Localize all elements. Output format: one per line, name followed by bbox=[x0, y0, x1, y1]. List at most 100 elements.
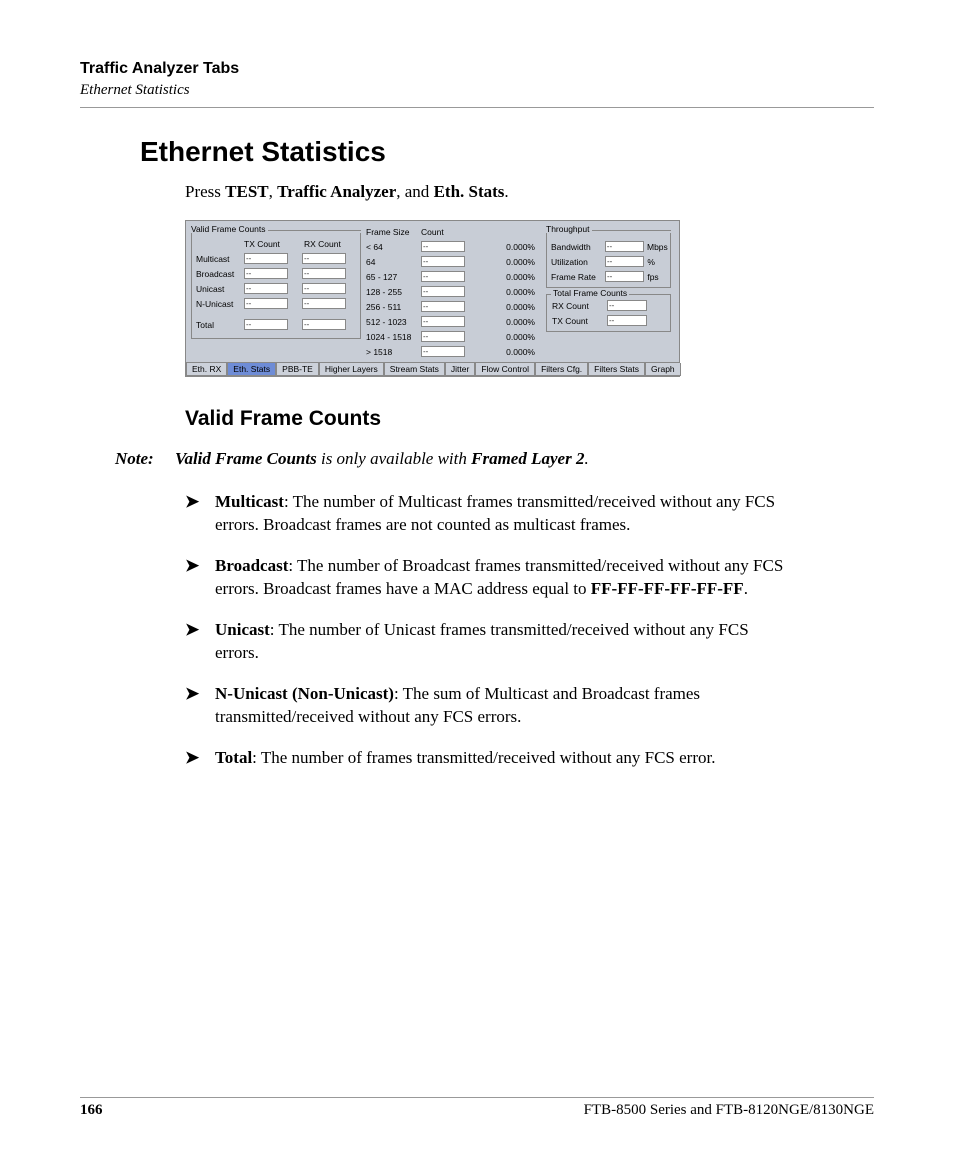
throughput-row: Utilization--% bbox=[551, 254, 666, 269]
frame-size-row: 64-- bbox=[366, 254, 491, 269]
tp-unit: Mbps bbox=[644, 242, 666, 252]
bullet-item: ➤Unicast: The number of Unicast frames t… bbox=[185, 619, 794, 665]
total-frame-title: Total Frame Counts bbox=[551, 288, 629, 298]
tab-higher-layers[interactable]: Higher Layers bbox=[319, 363, 384, 376]
vf-rx-field[interactable]: -- bbox=[302, 283, 346, 294]
bullet-item: ➤Broadcast: The number of Broadcast fram… bbox=[185, 555, 794, 601]
fs-field[interactable]: -- bbox=[421, 241, 465, 252]
tab-stream-stats[interactable]: Stream Stats bbox=[384, 363, 445, 376]
vf-label: Unicast bbox=[196, 284, 244, 294]
tx-header: TX Count bbox=[244, 239, 304, 249]
tp-label: Bandwidth bbox=[551, 242, 605, 252]
pct-row: 0.000% bbox=[496, 239, 543, 254]
note-b1: Valid Frame Counts bbox=[175, 449, 317, 468]
bullet-body: Multicast: The number of Multicast frame… bbox=[215, 491, 794, 537]
eth-stats-screenshot: Valid Frame Counts TX Count RX Count Mul… bbox=[185, 220, 680, 377]
intro-sep2: , and bbox=[396, 182, 433, 201]
vf-rx-field[interactable]: -- bbox=[302, 253, 346, 264]
main-heading: Ethernet Statistics bbox=[140, 136, 874, 168]
fs-label: 64 bbox=[366, 257, 421, 267]
vf-tx-field[interactable]: -- bbox=[244, 319, 288, 330]
pct-value: 0.000% bbox=[496, 242, 538, 252]
tp-unit: fps bbox=[644, 272, 666, 282]
fs-label: 65 - 127 bbox=[366, 272, 421, 282]
note-label: Note: bbox=[115, 449, 175, 469]
frame-size-row: 1024 - 1518-- bbox=[366, 329, 491, 344]
vf-rx-field[interactable]: -- bbox=[302, 268, 346, 279]
tp-label: Utilization bbox=[551, 257, 605, 267]
bullet-body: Broadcast: The number of Broadcast frame… bbox=[215, 555, 794, 601]
vf-tx-field[interactable]: -- bbox=[244, 253, 288, 264]
fs-field[interactable]: -- bbox=[421, 271, 465, 282]
vf-label: N-Unicast bbox=[196, 299, 244, 309]
valid-frame-panel: Valid Frame Counts TX Count RX Count Mul… bbox=[186, 221, 366, 362]
tab-eth-stats[interactable]: Eth. Stats bbox=[227, 363, 276, 376]
note-post: . bbox=[584, 449, 588, 468]
tf-field[interactable]: -- bbox=[607, 315, 647, 326]
sub-heading: Valid Frame Counts bbox=[185, 407, 874, 431]
tab-flow-control[interactable]: Flow Control bbox=[475, 363, 535, 376]
pct-value: 0.000% bbox=[496, 332, 538, 342]
vf-rx-field[interactable]: -- bbox=[302, 319, 346, 330]
page: Traffic Analyzer Tabs Ethernet Statistic… bbox=[0, 0, 954, 1159]
bullet-marker-icon: ➤ bbox=[185, 747, 215, 770]
tp-field[interactable]: -- bbox=[605, 241, 644, 252]
fs-field[interactable]: -- bbox=[421, 286, 465, 297]
fs-field[interactable]: -- bbox=[421, 301, 465, 312]
vf-tx-field[interactable]: -- bbox=[244, 268, 288, 279]
tab-bar: Eth. RXEth. StatsPBB-TEHigher LayersStre… bbox=[186, 362, 679, 376]
tp-label: Frame Rate bbox=[551, 272, 605, 282]
frame-size-row: > 1518-- bbox=[366, 344, 491, 359]
bullet-body: N-Unicast (Non-Unicast): The sum of Mult… bbox=[215, 683, 794, 729]
bullet-item: ➤Multicast: The number of Multicast fram… bbox=[185, 491, 794, 537]
note-b2: Framed Layer 2 bbox=[471, 449, 584, 468]
pct-row: 0.000% bbox=[496, 329, 543, 344]
vf-label: Broadcast bbox=[196, 269, 244, 279]
vf-tx-field[interactable]: -- bbox=[244, 283, 288, 294]
tab-pbb-te[interactable]: PBB-TE bbox=[276, 363, 319, 376]
bullet-body: Unicast: The number of Unicast frames tr… bbox=[215, 619, 794, 665]
tab-jitter[interactable]: Jitter bbox=[445, 363, 475, 376]
throughput-panel: Throughput Bandwidth--MbpsUtilization--%… bbox=[546, 221, 676, 362]
note-row: Note: Valid Frame Counts is only availab… bbox=[115, 449, 874, 469]
fs-field[interactable]: -- bbox=[421, 256, 465, 267]
fs-field[interactable]: -- bbox=[421, 346, 465, 357]
tab-filters-cfg-[interactable]: Filters Cfg. bbox=[535, 363, 588, 376]
tab-filters-stats[interactable]: Filters Stats bbox=[588, 363, 645, 376]
pct-value: 0.000% bbox=[496, 317, 538, 327]
pct-row: 0.000% bbox=[496, 254, 543, 269]
throughput-row: Frame Rate--fps bbox=[551, 269, 666, 284]
valid-frame-row: Unicast---- bbox=[196, 281, 356, 296]
valid-frame-row: Total---- bbox=[196, 317, 356, 332]
throughput-row: Bandwidth--Mbps bbox=[551, 239, 666, 254]
pct-row: 0.000% bbox=[496, 269, 543, 284]
note-mid: is only available with bbox=[317, 449, 471, 468]
tp-unit: % bbox=[644, 257, 666, 267]
tab-graph[interactable]: Graph bbox=[645, 363, 681, 376]
intro-sep1: , bbox=[269, 182, 278, 201]
pct-value: 0.000% bbox=[496, 302, 538, 312]
tf-field[interactable]: -- bbox=[607, 300, 647, 311]
tp-field[interactable]: -- bbox=[605, 256, 644, 267]
frame-size-row: 65 - 127-- bbox=[366, 269, 491, 284]
frame-size-row: 512 - 1023-- bbox=[366, 314, 491, 329]
fs-field[interactable]: -- bbox=[421, 316, 465, 327]
fs-field[interactable]: -- bbox=[421, 331, 465, 342]
rx-header: RX Count bbox=[304, 239, 341, 249]
vf-tx-field[interactable]: -- bbox=[244, 298, 288, 309]
valid-frame-row: N-Unicast---- bbox=[196, 296, 356, 311]
tp-field[interactable]: -- bbox=[605, 271, 644, 282]
frame-size-row: 128 - 255-- bbox=[366, 284, 491, 299]
tab-eth-rx[interactable]: Eth. RX bbox=[186, 363, 227, 376]
bullet-body: Total: The number of frames transmitted/… bbox=[215, 747, 794, 770]
vf-rx-field[interactable]: -- bbox=[302, 298, 346, 309]
throughput-title: Throughput bbox=[546, 224, 589, 234]
bullet-marker-icon: ➤ bbox=[185, 619, 215, 665]
valid-frame-title: Valid Frame Counts bbox=[191, 224, 265, 234]
doc-id: FTB-8500 Series and FTB-8120NGE/8130NGE bbox=[584, 1102, 874, 1119]
section-subtitle: Ethernet Statistics bbox=[80, 82, 874, 99]
page-header: Traffic Analyzer Tabs Ethernet Statistic… bbox=[80, 60, 874, 99]
note-body: Valid Frame Counts is only available wit… bbox=[175, 449, 589, 469]
pct-value: 0.000% bbox=[496, 287, 538, 297]
frame-size-panel: Frame Size Count < 64--64--65 - 127--128… bbox=[366, 221, 496, 362]
